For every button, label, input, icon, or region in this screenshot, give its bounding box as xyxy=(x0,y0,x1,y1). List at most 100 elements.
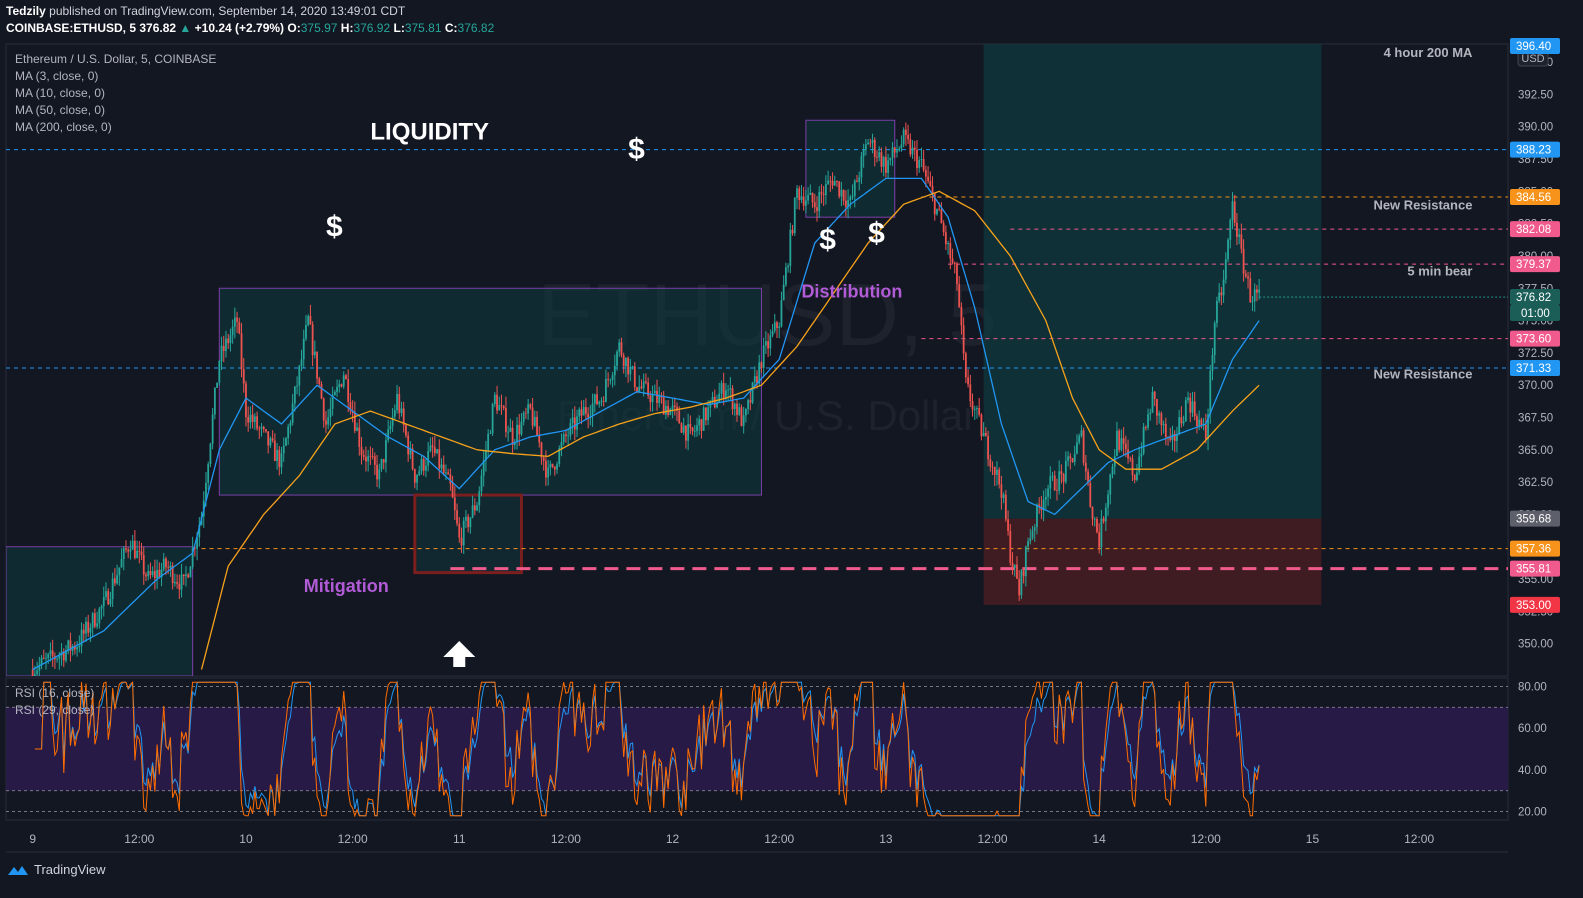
candle-body xyxy=(731,388,734,410)
candle-body xyxy=(687,423,690,441)
candle-body xyxy=(942,223,945,233)
candle-body xyxy=(1009,530,1012,563)
candle-body xyxy=(56,658,59,660)
candle-body xyxy=(1111,466,1114,475)
annotation-5[interactable]: Distribution xyxy=(801,281,902,301)
time-tick-label: 10 xyxy=(239,832,253,846)
candle-body xyxy=(98,608,101,624)
time-tick-label: 12:00 xyxy=(551,832,581,846)
candle-body xyxy=(1122,438,1125,444)
candle-body xyxy=(982,432,985,437)
candle-body xyxy=(1131,458,1134,476)
candle-body xyxy=(500,405,503,407)
candle-body xyxy=(1073,453,1076,463)
candle-body xyxy=(776,322,778,329)
candle-body xyxy=(209,443,212,465)
candle-body xyxy=(262,427,265,430)
price-badge-5 xyxy=(1510,289,1560,306)
legend-rsi29[interactable]: RSI (29, close) xyxy=(15,703,95,717)
candle-body xyxy=(596,394,598,405)
candle-body xyxy=(182,574,185,577)
price-badge-2 xyxy=(1510,189,1560,206)
legend-title[interactable]: Ethereum / U.S. Dollar, 5, COINBASE xyxy=(15,52,217,66)
candle-body xyxy=(465,516,467,521)
candle-body xyxy=(471,505,474,518)
candle-body xyxy=(271,438,274,441)
candle-body xyxy=(222,345,225,351)
candle-body xyxy=(1244,273,1247,277)
publisher-name[interactable]: Tedzily xyxy=(6,4,46,18)
time-tick-label: 9 xyxy=(29,832,36,846)
annotation-8[interactable]: New Resistance xyxy=(1373,197,1472,212)
candle-body xyxy=(1087,471,1089,483)
candle-body xyxy=(416,475,418,483)
candle-body xyxy=(922,159,925,171)
candle-body xyxy=(744,408,747,416)
candle-body xyxy=(67,640,70,650)
candle-body xyxy=(651,393,654,403)
candle-body xyxy=(673,405,676,407)
annotation-9[interactable]: 5 min bear xyxy=(1407,263,1472,278)
annotation-6[interactable]: Mitigation xyxy=(304,576,389,596)
candle-body xyxy=(936,208,938,215)
candle-body xyxy=(218,361,221,383)
candle-body xyxy=(647,382,650,396)
candle-body xyxy=(1000,484,1003,498)
price-badge-text: 388.23 xyxy=(1516,145,1551,157)
annotation-3[interactable]: $ xyxy=(819,223,836,256)
candle-body xyxy=(1229,220,1232,240)
candle-body xyxy=(438,449,441,469)
candle-body xyxy=(993,466,996,475)
price-badge-1 xyxy=(1510,141,1560,158)
candle-body xyxy=(509,427,512,432)
candle-body xyxy=(245,383,247,418)
candle-body xyxy=(658,396,661,403)
candle-body xyxy=(1153,391,1156,400)
candle-body xyxy=(116,575,118,584)
candle-body xyxy=(131,540,134,550)
candle-body xyxy=(847,200,849,207)
candle-body xyxy=(185,574,187,577)
candle-body xyxy=(1091,506,1094,520)
candle-body xyxy=(764,341,767,346)
legend-rsi16[interactable]: RSI (16, close) xyxy=(15,686,95,700)
candle-body xyxy=(649,395,652,403)
annotation-1[interactable]: $ xyxy=(628,133,645,166)
tradingview-logo[interactable]: TradingView xyxy=(6,862,106,877)
candle-body xyxy=(1198,419,1201,427)
time-tick-label: 12:00 xyxy=(1404,832,1434,846)
candle-body xyxy=(878,152,881,158)
candle-body xyxy=(598,401,601,405)
candle-body xyxy=(702,407,705,431)
annotation-10[interactable]: New Resistance xyxy=(1373,367,1472,382)
publish-info: Tedzily published on TradingView.com, Se… xyxy=(6,4,405,18)
annotation-7[interactable]: 4 hour 200 MA xyxy=(1384,45,1473,60)
legend-ma200[interactable]: MA (200, close, 0) xyxy=(15,120,112,134)
candle-body xyxy=(107,591,110,605)
candle-body xyxy=(580,409,583,416)
candle-body xyxy=(611,375,614,380)
annotation-2[interactable]: $ xyxy=(326,211,343,244)
candle-body xyxy=(656,390,658,403)
candle-body xyxy=(920,159,923,160)
legend-ma50[interactable]: MA (50, close, 0) xyxy=(15,103,106,117)
candle-body xyxy=(1207,414,1209,440)
candle-body xyxy=(851,195,854,197)
rsi-tick-label: 40.00 xyxy=(1518,765,1547,777)
annotation-0[interactable]: LIQUIDITY xyxy=(370,119,489,146)
candle-body xyxy=(358,427,361,447)
candle-body xyxy=(256,416,258,429)
candle-body xyxy=(593,394,596,404)
candle-body xyxy=(1062,474,1065,482)
candle-body xyxy=(93,613,96,627)
up-arrow-icon: ▲ xyxy=(179,21,192,35)
candle-body xyxy=(607,378,610,380)
candle-body xyxy=(253,416,256,422)
annotation-4[interactable]: $ xyxy=(868,217,885,250)
candle-body xyxy=(549,463,552,468)
legend-ma3[interactable]: MA (3, close, 0) xyxy=(15,69,99,83)
legend-ma10[interactable]: MA (10, close, 0) xyxy=(15,86,106,100)
candle-body xyxy=(169,565,172,569)
candle-body xyxy=(798,188,801,201)
